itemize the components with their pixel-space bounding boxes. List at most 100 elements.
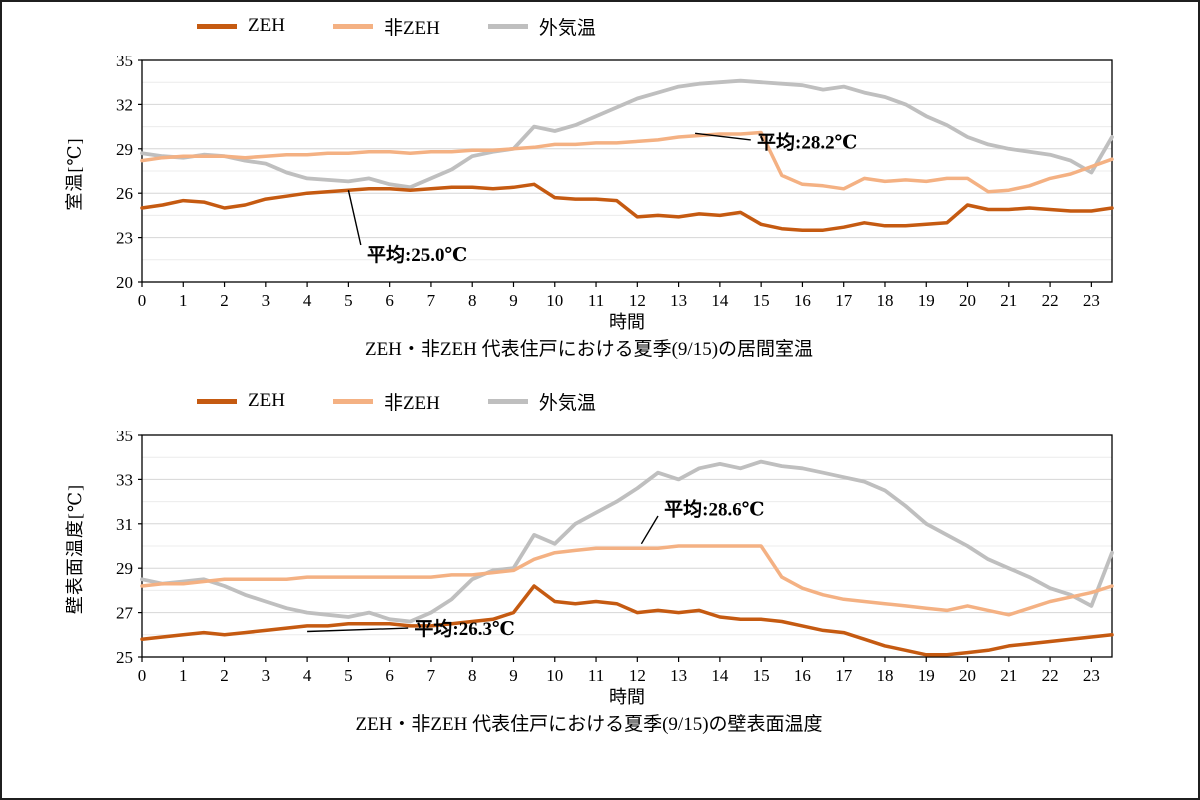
y-tick-label: 31 bbox=[116, 515, 133, 534]
x-tick-label: 14 bbox=[711, 291, 729, 310]
x-tick-label: 4 bbox=[303, 666, 312, 685]
annotation-leader-line bbox=[640, 515, 659, 545]
series-line-非ZEH bbox=[140, 544, 1114, 617]
y-tick-label: 23 bbox=[116, 229, 133, 248]
x-tick-label: 21 bbox=[1000, 291, 1017, 310]
hizeh-line-swatch bbox=[332, 23, 373, 29]
legend-item-zeh: ZEH bbox=[197, 15, 285, 37]
legend-item-hizeh: 非ZEH bbox=[332, 388, 440, 415]
x-tick-label: 15 bbox=[753, 666, 770, 685]
x-tick-label: 5 bbox=[344, 666, 353, 685]
gaikion-line-swatch bbox=[487, 398, 528, 404]
gaikion-line-swatch bbox=[487, 23, 528, 29]
zeh-line-swatch bbox=[197, 398, 237, 404]
annotation-leader-line bbox=[347, 190, 362, 246]
x-tick-label: 0 bbox=[138, 291, 147, 310]
y-tick-label: 20 bbox=[116, 273, 133, 292]
series-line-外気温 bbox=[140, 459, 1114, 624]
legend-label-hizeh: 非ZEH bbox=[383, 17, 440, 39]
x-tick-label: 10 bbox=[546, 666, 563, 685]
x-tick-label: 16 bbox=[794, 291, 811, 310]
x-tick-label: 20 bbox=[959, 291, 976, 310]
x-axis-label: 時間 bbox=[609, 687, 645, 707]
annotation-leader-line bbox=[695, 132, 751, 141]
legend-label-gaikion: 外気温 bbox=[538, 17, 596, 39]
x-tick-label: 3 bbox=[262, 291, 271, 310]
x-tick-label: 16 bbox=[794, 666, 811, 685]
x-tick-label: 21 bbox=[1000, 666, 1017, 685]
wall-temp-legend: ZEH 非ZEH 外気温 bbox=[197, 387, 1142, 415]
x-tick-label: 1 bbox=[179, 291, 188, 310]
legend-label-hizeh: 非ZEH bbox=[383, 392, 440, 414]
x-tick-label: 23 bbox=[1083, 291, 1100, 310]
wall-temp-figure: ZEH 非ZEH 外気温 壁表面温度[℃] 25 27 29 31 33 35 0 1 2 3 4 5… bbox=[52, 387, 1142, 736]
x-tick-label: 4 bbox=[303, 291, 312, 310]
x-tick-label: 6 bbox=[385, 666, 394, 685]
x-tick-label: 10 bbox=[546, 291, 563, 310]
x-tick-label: 5 bbox=[344, 291, 353, 310]
legend-label-zeh: ZEH bbox=[248, 390, 285, 411]
average-annotation: 平均:26.3℃ bbox=[414, 617, 514, 640]
legend-label-zeh: ZEH bbox=[248, 15, 285, 36]
average-annotation: 平均:28.6℃ bbox=[664, 497, 764, 520]
zeh-line-swatch bbox=[197, 23, 237, 29]
x-tick-label: 15 bbox=[753, 291, 770, 310]
x-tick-label: 19 bbox=[918, 291, 935, 310]
x-tick-label: 12 bbox=[629, 666, 646, 685]
x-tick-label: 18 bbox=[876, 291, 893, 310]
annotation-leader-line bbox=[307, 627, 409, 633]
x-tick-label: 2 bbox=[220, 291, 229, 310]
hizeh-line-swatch bbox=[332, 398, 373, 404]
room-temp-y-axis-label: 室温[℃] bbox=[65, 137, 85, 211]
x-tick-label: 18 bbox=[876, 666, 893, 685]
legend-label-gaikion: 外気温 bbox=[538, 392, 596, 414]
x-tick-label: 8 bbox=[468, 666, 477, 685]
average-annotation: 平均:25.0℃ bbox=[367, 243, 467, 266]
y-tick-label: 32 bbox=[116, 95, 133, 114]
room-temp-caption: ZEH・非ZEH 代表住戸における夏季(9/15)の居間室温 bbox=[364, 339, 814, 360]
x-tick-label: 17 bbox=[835, 291, 853, 310]
y-tick-label: 25 bbox=[116, 648, 133, 667]
room-temp-legend: ZEH 非ZEH 外気温 bbox=[197, 12, 1142, 40]
y-tick-label: 29 bbox=[116, 559, 133, 578]
x-tick-label: 11 bbox=[588, 666, 604, 685]
x-tick-label: 6 bbox=[385, 291, 394, 310]
wall-temp-plot-row: 壁表面温度[℃] 25 27 29 31 33 35 0 1 2 3 4 5 6 7 8 9 10 11 12 13 1… bbox=[52, 431, 1142, 707]
x-tick-label: 14 bbox=[711, 666, 729, 685]
x-tick-label: 2 bbox=[220, 666, 229, 685]
x-tick-label: 8 bbox=[468, 291, 477, 310]
y-tick-label: 27 bbox=[116, 604, 134, 623]
series-line-非ZEH bbox=[140, 130, 1114, 194]
x-tick-label: 9 bbox=[509, 291, 518, 310]
x-tick-label: 20 bbox=[959, 666, 976, 685]
x-tick-label: 1 bbox=[179, 666, 188, 685]
x-tick-label: 13 bbox=[670, 666, 687, 685]
plot-border bbox=[141, 59, 1113, 283]
x-tick-label: 7 bbox=[427, 291, 436, 310]
legend-item-gaikion: 外気温 bbox=[487, 388, 596, 415]
series-line-ZEH bbox=[140, 182, 1114, 232]
series-line-外気温 bbox=[140, 78, 1114, 190]
x-tick-label: 23 bbox=[1083, 666, 1100, 685]
x-tick-label: 19 bbox=[918, 666, 935, 685]
plot-border bbox=[141, 434, 1113, 658]
x-tick-label: 22 bbox=[1042, 291, 1059, 310]
y-tick-label: 29 bbox=[116, 140, 133, 159]
x-tick-label: 22 bbox=[1042, 666, 1059, 685]
x-tick-label: 7 bbox=[427, 666, 436, 685]
y-tick-label: 35 bbox=[116, 431, 133, 445]
x-tick-label: 0 bbox=[138, 666, 147, 685]
average-annotation: 平均:28.2℃ bbox=[757, 130, 857, 153]
y-tick-label: 33 bbox=[116, 470, 133, 489]
room-temp-figure: ZEH 非ZEH 外気温 室温[℃] 20 23 26 29 32 35 0 1 2 3 4 5 6 7 8… bbox=[52, 12, 1142, 361]
series-line-ZEH bbox=[140, 584, 1114, 657]
legend-item-zeh: ZEH bbox=[197, 390, 285, 412]
x-tick-label: 17 bbox=[835, 666, 853, 685]
wall-temp-caption: ZEH・非ZEH 代表住戸における夏季(9/15)の壁表面温度 bbox=[355, 714, 823, 735]
x-tick-label: 9 bbox=[509, 666, 518, 685]
x-axis-label: 時間 bbox=[609, 312, 645, 332]
wall-temp-y-axis-label: 壁表面温度[℃] bbox=[65, 483, 85, 615]
